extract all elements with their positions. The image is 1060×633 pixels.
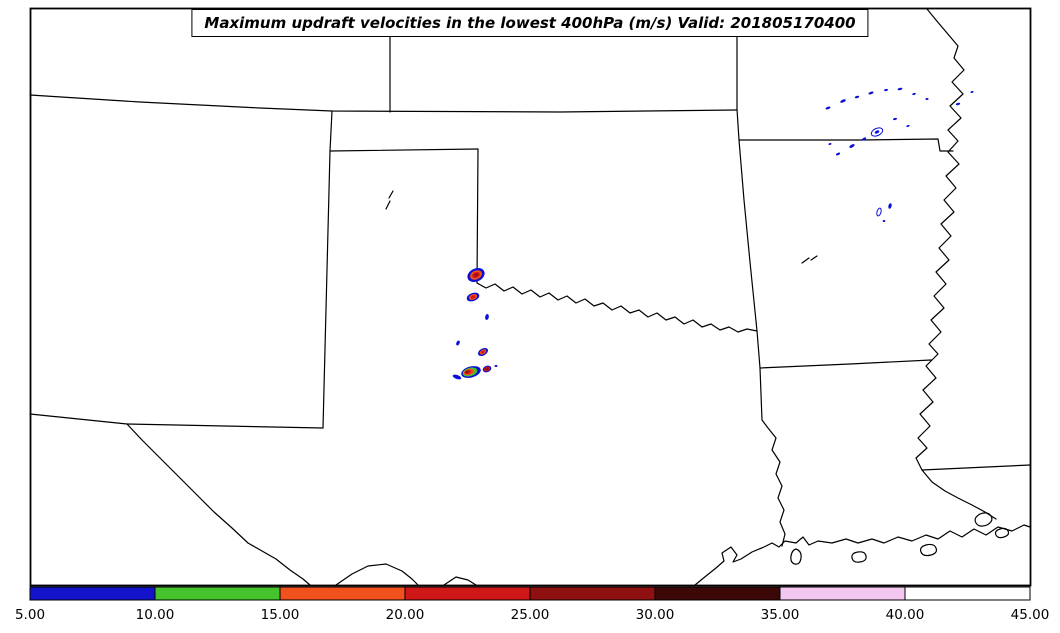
colorbar-segment-20-25 [404, 586, 531, 601]
storm-cell [882, 220, 886, 222]
storm-cell [825, 106, 831, 110]
storm-cell [861, 137, 867, 141]
colorbar-segment-25-30 [529, 586, 656, 601]
colorbar-segment-10-15 [154, 586, 281, 601]
border-missouri-arkansas [738, 138, 954, 152]
border-rio-grande-big-bend [335, 563, 419, 586]
storm-cell [925, 97, 929, 101]
border-mississippi-river [915, 8, 965, 471]
border-red-river [476, 282, 758, 333]
storm-cell [456, 340, 460, 346]
border-newmexico-mexico [29, 413, 128, 425]
border-rio-grande [126, 423, 311, 586]
colorbar-tick-15.00: 15.00 [261, 607, 300, 623]
border-oklahoma-panhandle-south [329, 148, 479, 152]
state-borders [29, 8, 1031, 586]
colorbar-segment-40-45 [904, 586, 1031, 601]
colorbar-tick-20.00: 20.00 [386, 607, 425, 623]
border-gulf-coast [694, 524, 1031, 586]
storm-cell [494, 365, 498, 367]
storm-cell [485, 367, 489, 371]
map-mark-newmexico [385, 190, 394, 210]
storm-cell [849, 144, 855, 148]
storm-cell [912, 92, 916, 96]
colorbar-tick-45.00: 45.00 [1011, 607, 1050, 623]
storm-cell [870, 127, 884, 137]
storm-cell [485, 314, 489, 320]
border-kansas-oklahoma-37n [29, 94, 738, 113]
storm-cell [955, 102, 961, 106]
border-louisiana-mississippi-31n [921, 464, 1031, 471]
storm-cell [465, 370, 469, 374]
colorbar-tick-40.00: 40.00 [886, 607, 925, 623]
figure-frame [29, 7, 1032, 587]
map-mark-arkansas [801, 255, 818, 264]
plot-title: Maximum updraft velocities in the lowest… [191, 9, 869, 37]
updraft-cells-layer [452, 87, 974, 380]
colorbar-tick-5.00: 5.00 [15, 607, 45, 623]
border-texas-arkansas [756, 330, 761, 369]
colorbar-segment-15-20 [279, 586, 406, 601]
storm-cell [474, 273, 478, 277]
storm-cell [897, 87, 903, 91]
storm-cell [876, 207, 882, 217]
storm-cell [481, 350, 485, 354]
storm-cell [970, 90, 974, 94]
storm-cell [835, 152, 841, 156]
storm-cell [906, 124, 910, 128]
storm-cell [888, 203, 892, 209]
border-mississippi-river-lower [921, 469, 997, 520]
border-newmexico-texas-103w [322, 110, 333, 429]
storm-cell [452, 374, 462, 380]
border-arkansas-louisiana-33n [759, 359, 932, 369]
storm-cell [854, 95, 860, 99]
border-oklahoma-east [736, 8, 758, 332]
colorbar-tick-35.00: 35.00 [761, 607, 800, 623]
storm-cell [893, 117, 897, 121]
colorbar-tick-30.00: 30.00 [636, 607, 675, 623]
colorbar-segment-35-40 [779, 586, 906, 601]
storm-cell [470, 295, 476, 299]
colorbar-tick-labels: 5.00 10.00 15.00 20.00 25.00 30.00 35.00 40.00 4… [15, 607, 1049, 623]
colorbar-tick-25.00: 25.00 [511, 607, 550, 623]
border-texas-oklahoma-100w [476, 148, 479, 284]
border-texas-newmexico-32n [126, 423, 324, 429]
border-rio-grande-east [443, 576, 477, 586]
storm-cell [884, 88, 888, 92]
storm-cell [828, 142, 832, 146]
colorbar-tick-10.00: 10.00 [136, 607, 175, 623]
colorbar-segment-30-35 [654, 586, 781, 601]
coastal-lakes [790, 512, 1010, 565]
colorbar [29, 586, 1031, 601]
colorbar-segment-5-10 [29, 586, 156, 601]
storm-cell [868, 91, 874, 95]
border-texas-louisiana-sabine [759, 367, 786, 547]
storm-cell [874, 130, 880, 134]
storm-cell [840, 99, 846, 103]
